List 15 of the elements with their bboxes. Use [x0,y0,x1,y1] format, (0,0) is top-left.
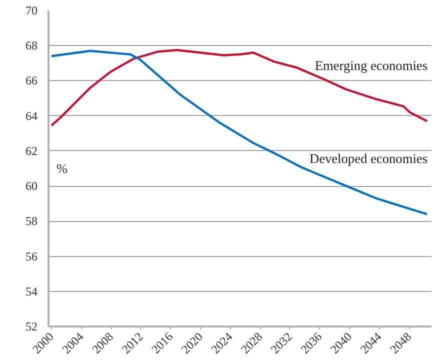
y-tick-label: 64 [26,108,38,123]
y-tick-label: 60 [26,179,38,194]
y-tick-label: 56 [26,249,38,264]
series-label: Developed economies [309,151,428,166]
line-series [50,50,428,216]
y-tick-label: 62 [26,144,38,158]
line-series [50,48,428,127]
y-tick-label: 66 [26,74,38,88]
series-label: Emerging economies [314,58,428,74]
y-axis-title: % [56,161,68,176]
y-tick-label: 70 [26,4,38,18]
y-tick-label: 68 [26,38,38,53]
y-tick-label: 58 [26,214,38,228]
y-tick-label: 52 [26,320,38,334]
y-tick-label: 54 [26,284,38,298]
